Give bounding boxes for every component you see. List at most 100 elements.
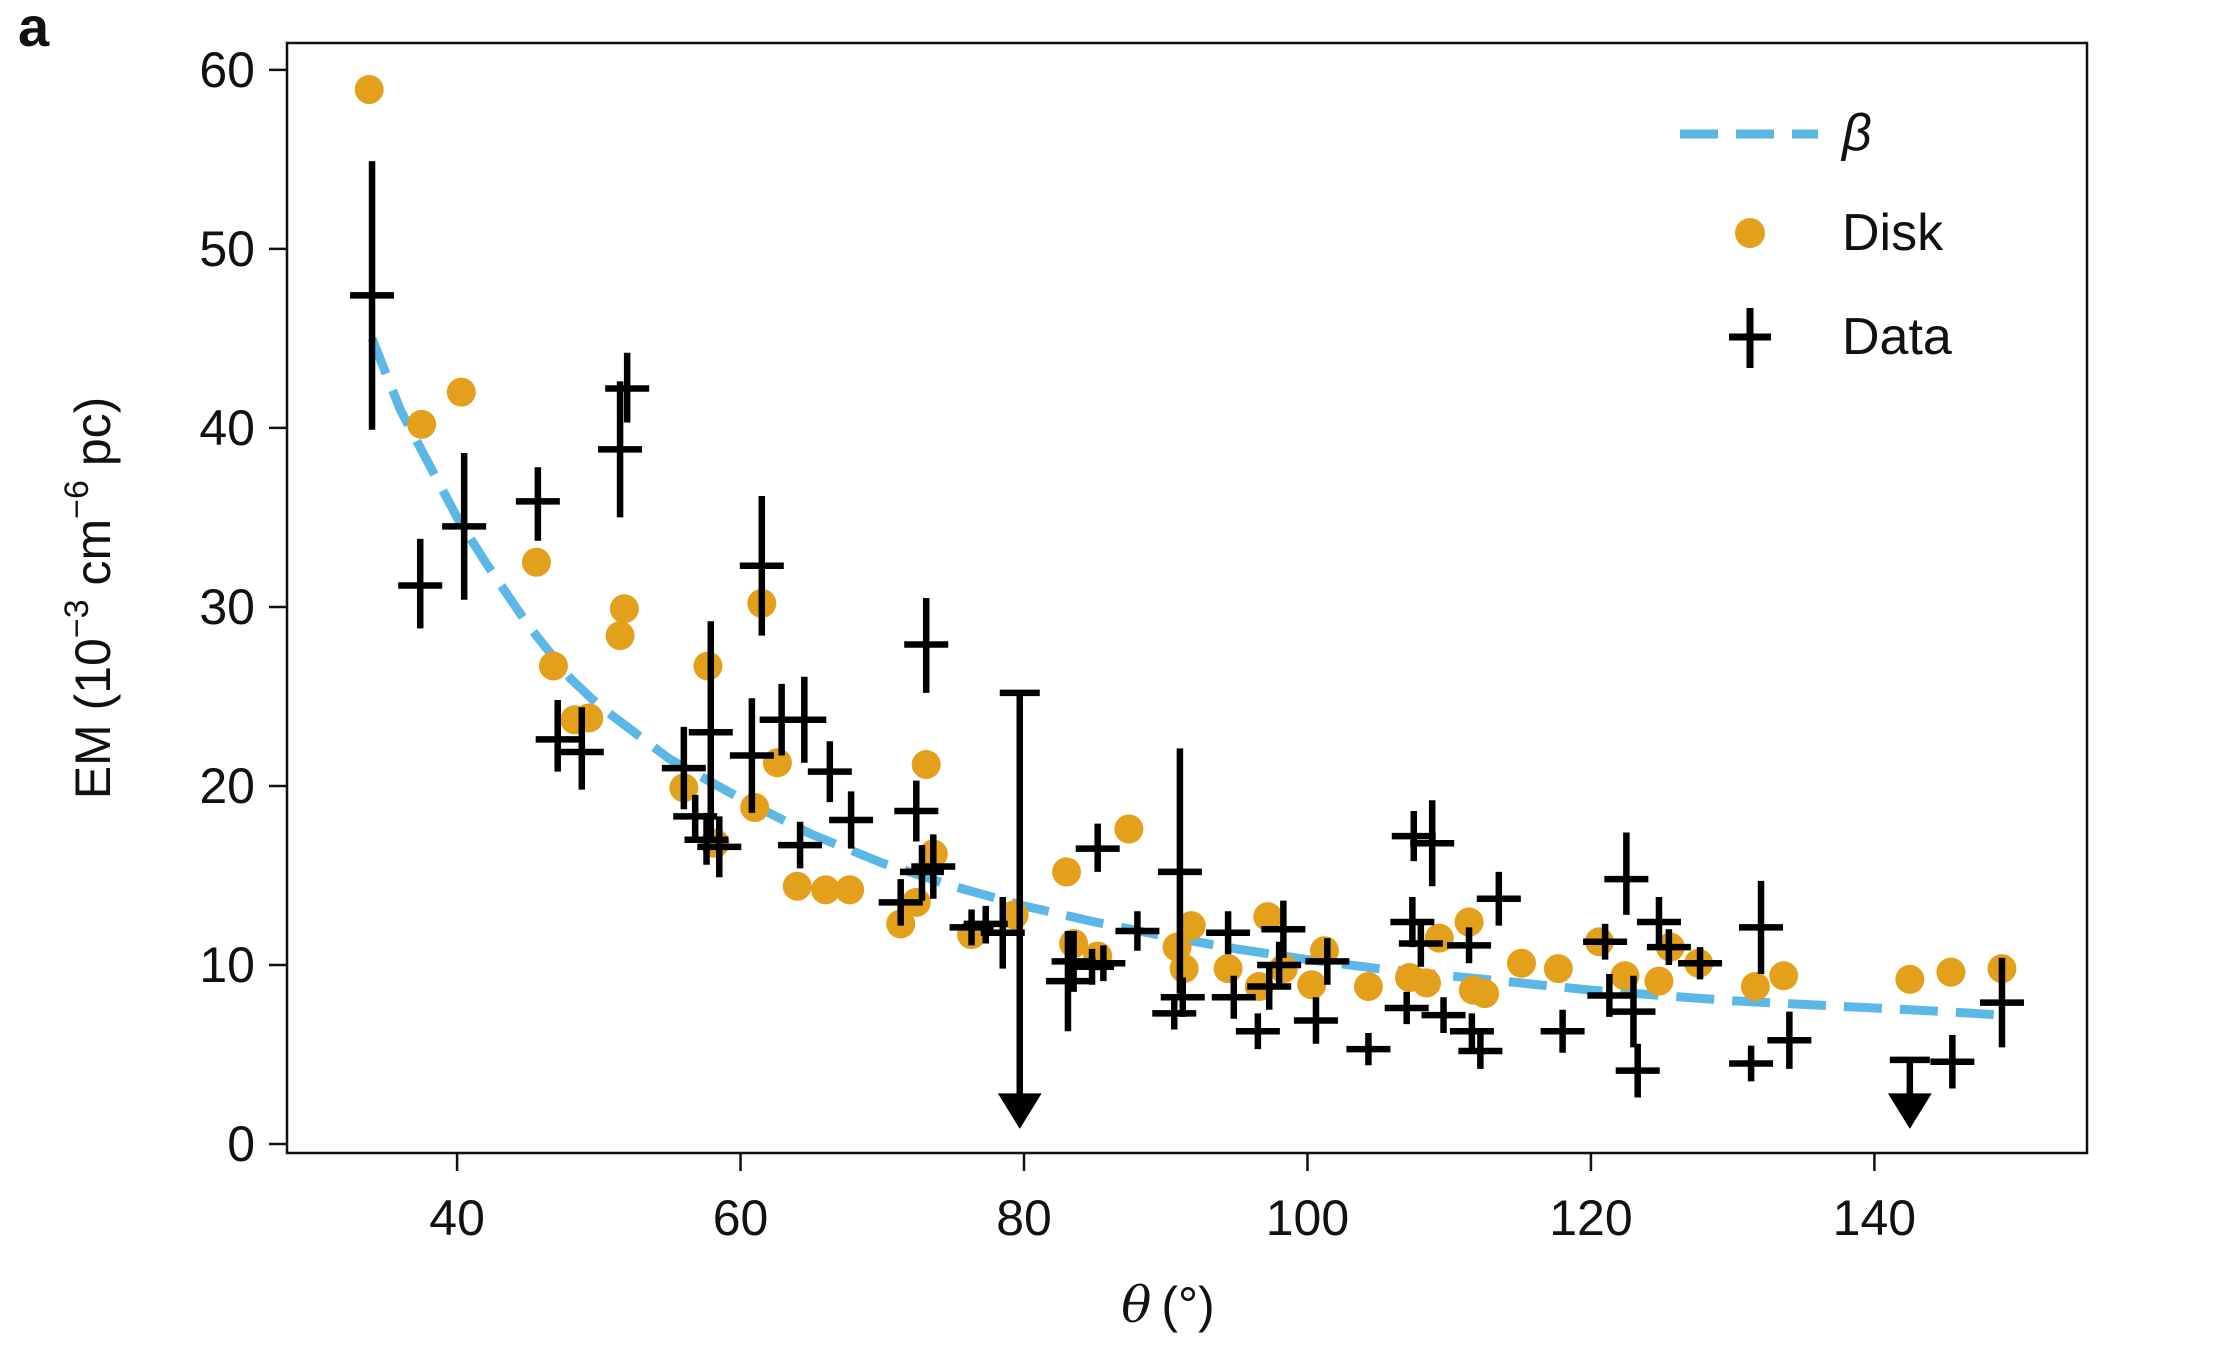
y-tick-label-40: 40 — [199, 400, 255, 456]
data-point-7 — [605, 352, 650, 423]
disk-point-37 — [1353, 972, 1383, 1001]
disk-point-2 — [446, 377, 476, 407]
disk-point-35 — [1297, 970, 1327, 1000]
data-point-68 — [1930, 1034, 1975, 1089]
data-point-55 — [1476, 871, 1521, 926]
disk-point-34 — [1268, 954, 1298, 984]
data-point-61 — [1615, 1043, 1660, 1098]
data-point-38 — [1211, 975, 1256, 1019]
data-point-49 — [1398, 920, 1443, 967]
data-point-50 — [1410, 800, 1455, 887]
data-point-43 — [1293, 997, 1338, 1044]
data-point-59 — [1604, 832, 1649, 915]
disk-point-41 — [1454, 907, 1484, 937]
data-point-24 — [911, 834, 956, 899]
data-point-19 — [829, 791, 874, 849]
x-tick-label-80: 80 — [996, 1190, 1052, 1246]
panel-label: a — [18, 0, 50, 58]
data-point-3 — [515, 467, 560, 541]
legend-model-label: β — [1840, 104, 1872, 162]
legend: β Disk Data — [1680, 104, 1952, 368]
upper-limit-arrowhead-1 — [1887, 1093, 1932, 1129]
data-point-42 — [1261, 900, 1306, 958]
data-point-17 — [782, 676, 827, 763]
data-point-67 — [1767, 1011, 1812, 1069]
upper-limit-arrowhead-0 — [997, 1093, 1042, 1129]
y-axis-title-part2: cm — [65, 519, 121, 600]
disk-point-30 — [1176, 911, 1206, 941]
data-point-45 — [1346, 1033, 1391, 1066]
data-point-47 — [1390, 896, 1435, 948]
data-point-32 — [1075, 823, 1120, 872]
disk-point-45 — [1543, 954, 1573, 984]
data-point-46 — [1384, 991, 1429, 1025]
data-point-11 — [688, 621, 733, 842]
disk-point-31 — [1213, 954, 1243, 984]
x-tick-label-100: 100 — [1266, 1190, 1349, 1246]
data-point-21 — [894, 780, 939, 842]
x-axis: 40 60 80 100 120 140 — [429, 1153, 1916, 1246]
data-point-2 — [442, 452, 487, 600]
x-axis-unit: (°) — [1161, 1277, 1214, 1333]
data-point-69 — [1979, 957, 2024, 1048]
x-tick-label-140: 140 — [1833, 1190, 1916, 1246]
legend-data-swatch — [1729, 308, 1771, 368]
disk-point-3 — [521, 547, 551, 577]
data-point-30 — [1070, 948, 1115, 985]
data-point-60 — [1611, 975, 1656, 1048]
data-points-layer — [350, 161, 2024, 1129]
disk-point-39 — [1412, 968, 1442, 998]
data-point-53 — [1449, 1013, 1494, 1050]
disk-points-layer — [354, 75, 2017, 1009]
data-point-44 — [1305, 938, 1350, 985]
model-curve-beta — [367, 336, 2003, 1020]
x-axis-symbol: θ — [1121, 1276, 1151, 1334]
data-point-63 — [1646, 929, 1691, 966]
data-point-66 — [1739, 880, 1784, 974]
data-point-35 — [1157, 748, 1202, 994]
data-point-40 — [1247, 963, 1292, 1010]
x-tick-label-60: 60 — [713, 1190, 769, 1246]
y-tick-label-0: 0 — [227, 1116, 255, 1172]
legend-disk-label: Disk — [1842, 204, 1944, 262]
y-axis-title-part3: pc) — [65, 397, 121, 480]
disk-point-0 — [354, 75, 384, 105]
disk-point-33 — [1253, 902, 1283, 932]
data-point-6 — [598, 381, 643, 518]
data-point-62 — [1636, 896, 1681, 948]
model-curve-layer — [367, 336, 2003, 1020]
data-point-51 — [1421, 997, 1466, 1034]
disk-point-27 — [1114, 814, 1144, 844]
data-point-54 — [1458, 1033, 1503, 1069]
data-point-8 — [661, 726, 706, 810]
y-axis-title-part1: EM (10 — [65, 638, 121, 799]
disk-point-4 — [538, 651, 568, 681]
disk-point-53 — [1895, 964, 1925, 994]
disk-point-24 — [1052, 857, 1082, 887]
y-axis-title: EM (10−3 cm−6 pc) — [58, 397, 121, 800]
legend-disk-swatch — [1735, 218, 1765, 248]
disk-point-17 — [835, 875, 865, 905]
data-point-22 — [899, 845, 944, 901]
data-point-20 — [878, 879, 923, 926]
data-point-12 — [697, 816, 742, 878]
data-upper-limit-1 — [1887, 1056, 1932, 1129]
data-point-23 — [904, 598, 949, 693]
data-point-34 — [1152, 997, 1197, 1030]
y-axis: 0 10 20 30 40 50 60 — [199, 42, 287, 1172]
disk-point-43 — [1470, 979, 1500, 1009]
legend-data-label: Data — [1842, 308, 1952, 366]
disk-point-16 — [811, 875, 841, 905]
disk-point-48 — [1644, 966, 1674, 996]
x-tick-label-40: 40 — [429, 1190, 485, 1246]
data-point-52 — [1447, 927, 1492, 964]
data-point-33 — [1115, 911, 1160, 951]
data-point-28 — [1045, 931, 1090, 1032]
data-point-48 — [1391, 811, 1436, 862]
data-point-57 — [1587, 973, 1632, 1017]
disk-point-15 — [782, 871, 812, 901]
disk-point-51 — [1740, 972, 1770, 1001]
data-point-14 — [739, 495, 784, 636]
disk-point-44 — [1506, 948, 1536, 978]
